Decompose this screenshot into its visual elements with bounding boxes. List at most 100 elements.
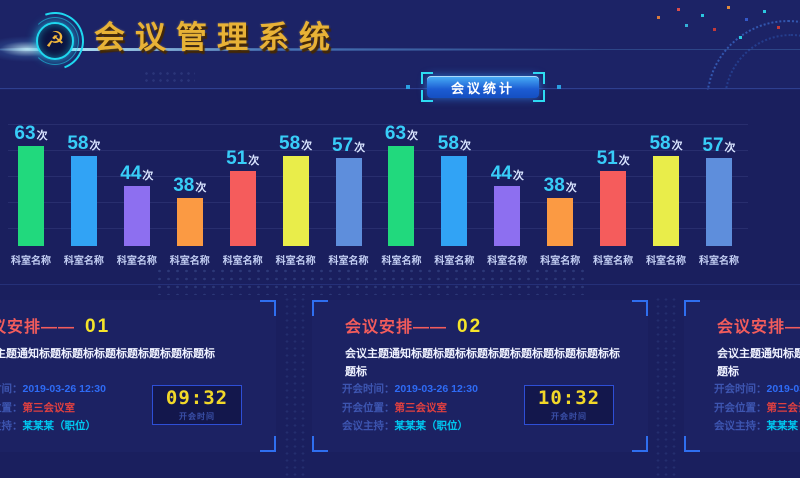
deco-dot xyxy=(713,28,716,31)
bar xyxy=(547,198,574,246)
meeting-card: 会议安排——03 会议主题通知标题标题标标题标题标题标题标题标题标标题标 开会时… xyxy=(684,300,800,452)
detail-value: 第三会议室 xyxy=(394,401,448,414)
bar-value-label: 57次 xyxy=(702,135,736,157)
meeting-clock: 10:32 开会时间 xyxy=(524,385,614,425)
bar xyxy=(70,156,97,246)
party-emblem-logo-icon: ☭ xyxy=(16,2,94,80)
hammer-sickle-icon: ☭ xyxy=(45,28,65,53)
bar-group: 51次 科室名称 xyxy=(591,149,635,267)
card-title: 会议安排—— 01 xyxy=(0,313,110,338)
card-title: 会议安排—— 02 xyxy=(345,313,482,338)
card-detail-row: 会议主持：某某某（职位） xyxy=(342,420,478,433)
card-subject: 会议主题通知标题标题标标题标题标题标题标题标题标标题标 xyxy=(345,348,620,378)
bar-group: 57次 科室名称 xyxy=(697,135,741,267)
detail-value: 第三会议室 xyxy=(766,401,800,414)
light-streak xyxy=(0,48,600,51)
bar-group: 58次科室名称 xyxy=(644,133,688,267)
clock-label: 开会时间 xyxy=(179,411,215,421)
bar-value-label: 58次 xyxy=(437,133,471,155)
detail-label: 开会时间： xyxy=(342,383,395,395)
card-detail-row: 开会位置：第三会议室 xyxy=(714,401,800,415)
clock-time: 09:32 xyxy=(165,386,229,409)
bar-value-label: 58次 xyxy=(649,133,683,155)
card-detail-row: 会议主持：某某某（职位） xyxy=(714,420,800,433)
logo-core: ☭ xyxy=(36,22,74,60)
bar xyxy=(176,198,203,246)
corner-bracket xyxy=(421,72,433,84)
bar-category-label: 科室名称 xyxy=(63,256,104,267)
corner-bracket xyxy=(632,436,648,452)
dot-pattern-band xyxy=(155,267,585,295)
corner-decoration xyxy=(630,0,800,90)
bar xyxy=(335,158,362,246)
card-details: 开会时间：2019-03-26 12:30 开会位置：第三会议室会议主持：某某某（… xyxy=(342,383,478,440)
card-detail-row: 会议主持：某某某（职位） xyxy=(0,420,106,433)
detail-label: 开会时间： xyxy=(714,383,767,395)
bar-group: 57次科室名称 xyxy=(327,135,371,267)
detail-label: 会议主持： xyxy=(714,420,767,433)
bar xyxy=(441,156,468,246)
bar-category-label: 科室名称 xyxy=(222,256,263,267)
page-title: 会议管理系统 xyxy=(94,20,340,55)
bar-value-label: 38次 xyxy=(173,175,207,196)
bar-category-label: 科室名称 xyxy=(487,256,528,267)
stats-badge: 会议统计 xyxy=(406,72,561,102)
deco-dot xyxy=(739,36,742,39)
corner-bracket xyxy=(260,436,276,452)
corner-bracket xyxy=(533,72,545,84)
bar-group: 63次科室名称 xyxy=(379,122,423,267)
gap-dot-strip xyxy=(654,296,678,478)
detail-value: 2019-03-26 12:30 xyxy=(394,383,478,395)
deco-dot xyxy=(763,10,766,13)
corner-bracket xyxy=(533,90,545,102)
bar-chart: 63次 科室名称 58次 科室名称 44次 科室名称 38次 科室名称 51次 科室名称 58次 科室… xyxy=(9,100,741,267)
card-number: 01 xyxy=(85,316,111,337)
bar-value-label: 38次 xyxy=(543,175,577,196)
bar-value-label: 44次 xyxy=(490,162,524,184)
corner-bracket xyxy=(260,300,276,316)
clock-label: 开会时间 xyxy=(551,411,587,421)
meeting-card: 会议安排—— 01 会议主题通知标题标题标标题标题标题标题标题标 开会时间：201… xyxy=(0,300,276,452)
clock-time: 10:32 xyxy=(537,386,601,409)
deco-dot xyxy=(777,26,780,29)
bar-category-label: 科室名称 xyxy=(328,256,369,267)
detail-value: 第三会议室 xyxy=(22,401,76,414)
detail-value: 2019-03-26 12:30 xyxy=(22,383,106,395)
bar-category-label: 科室名称 xyxy=(169,256,210,267)
bar-group: 63次 科室名称 xyxy=(9,122,53,267)
bar-value-label: 57次 xyxy=(331,135,366,157)
bar-group: 38次 科室名称 xyxy=(538,175,582,267)
card-number: 02 xyxy=(457,316,483,337)
card-detail-row: 开会位置：第三会议室 xyxy=(0,401,106,415)
bar xyxy=(494,185,521,246)
deco-dot xyxy=(701,14,704,17)
bar-category-label: 科室名称 xyxy=(381,256,422,267)
card-detail-row: 开会时间：2019-03-26 12:30 xyxy=(0,383,106,396)
detail-label: 开会位置： xyxy=(0,401,23,414)
corner-bracket xyxy=(632,300,648,316)
detail-label: 会议主持： xyxy=(0,420,23,433)
corner-bracket xyxy=(312,300,328,316)
bar-value-label: 51次 xyxy=(226,147,260,169)
detail-value: 某某某（职位） xyxy=(766,420,800,433)
deco-dot xyxy=(657,16,660,19)
bar xyxy=(18,145,44,246)
bar-value-label: 63次 xyxy=(384,122,419,144)
bar xyxy=(388,145,415,246)
detail-value: 某某某（职位） xyxy=(394,420,469,433)
bar-category-label: 科室名称 xyxy=(646,256,687,267)
card-title: 会议安排——03 xyxy=(717,313,800,338)
corner-bracket xyxy=(421,90,433,102)
meeting-clock: 09:32 开会时间 xyxy=(152,385,242,425)
bar-value-label: 58次 xyxy=(279,133,313,155)
gap-dot-strip xyxy=(283,296,307,478)
section-divider xyxy=(0,284,800,285)
stats-button[interactable]: 会议统计 xyxy=(427,76,539,98)
bar-group: 51次科室名称 xyxy=(221,147,265,267)
bar-value-label: 63次 xyxy=(14,122,48,144)
card-detail-row: 开会位置：第三会议室 xyxy=(342,401,478,415)
deco-dot xyxy=(677,8,680,11)
badge-side-dot xyxy=(406,85,410,89)
bar xyxy=(705,158,732,246)
